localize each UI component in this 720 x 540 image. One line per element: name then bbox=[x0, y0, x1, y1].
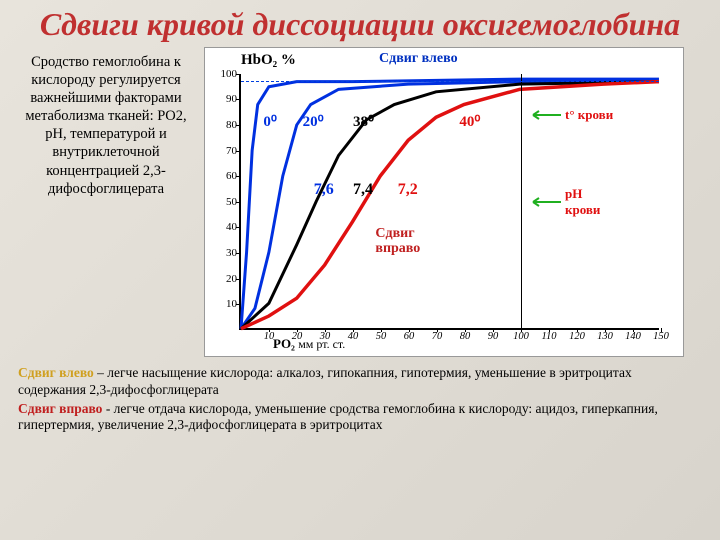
curve-label-t0: 0⁰ bbox=[263, 112, 277, 131]
curve-label-t38: 38⁰ bbox=[353, 112, 374, 131]
y-axis-label: HbO₂ % bbox=[241, 52, 296, 69]
bottom-left-rest: – легче насыщение кислорода: алкалоз, ги… bbox=[18, 365, 632, 397]
annotation-shift-right: Сдвиг вправо bbox=[375, 227, 420, 256]
vgrid-line bbox=[521, 74, 522, 328]
page-title: Сдвиги кривой диссоциации оксигемоглобин… bbox=[0, 0, 720, 47]
bottom-right-line: Сдвиг вправо - легче отдача кислорода, у… bbox=[18, 401, 702, 435]
dissociation-chart: HbO₂ % PO₂ мм рт. ст. 102030405060708090… bbox=[204, 47, 684, 357]
x-axis-label: PO₂ мм рт. ст. bbox=[273, 336, 345, 352]
bottom-right-rest: - легче отдача кислорода, уменьшение сро… bbox=[18, 401, 658, 433]
curve-label-t20: 20⁰ bbox=[303, 112, 324, 131]
arrow-icon bbox=[527, 196, 561, 208]
arrow-icon bbox=[527, 109, 561, 121]
bottom-left-line: Сдвиг влево – легче насыщение кислорода:… bbox=[18, 365, 702, 399]
content-row: Сродство гемоглобина к кислороду регулир… bbox=[0, 47, 720, 357]
annotation-shift-left: Сдвиг влево bbox=[379, 52, 458, 67]
curve-label-t40: 40⁰ bbox=[459, 112, 480, 131]
bottom-right-lead: Сдвиг вправо bbox=[18, 401, 102, 416]
side-arrow-label: pH крови bbox=[527, 186, 600, 218]
ph-label: 7,6 bbox=[314, 181, 334, 199]
plot-area: 1020304050607080901001020304050607080901… bbox=[239, 74, 659, 330]
bottom-text: Сдвиг влево – легче насыщение кислорода:… bbox=[0, 357, 720, 435]
bottom-left-lead: Сдвиг влево bbox=[18, 365, 94, 380]
hgrid-line bbox=[241, 81, 659, 82]
side-paragraph: Сродство гемоглобина к кислороду регулир… bbox=[16, 47, 196, 357]
ph-label: 7,4 bbox=[353, 181, 373, 199]
ph-label: 7,2 bbox=[398, 181, 418, 199]
side-arrow-label: t° крови bbox=[527, 107, 613, 123]
